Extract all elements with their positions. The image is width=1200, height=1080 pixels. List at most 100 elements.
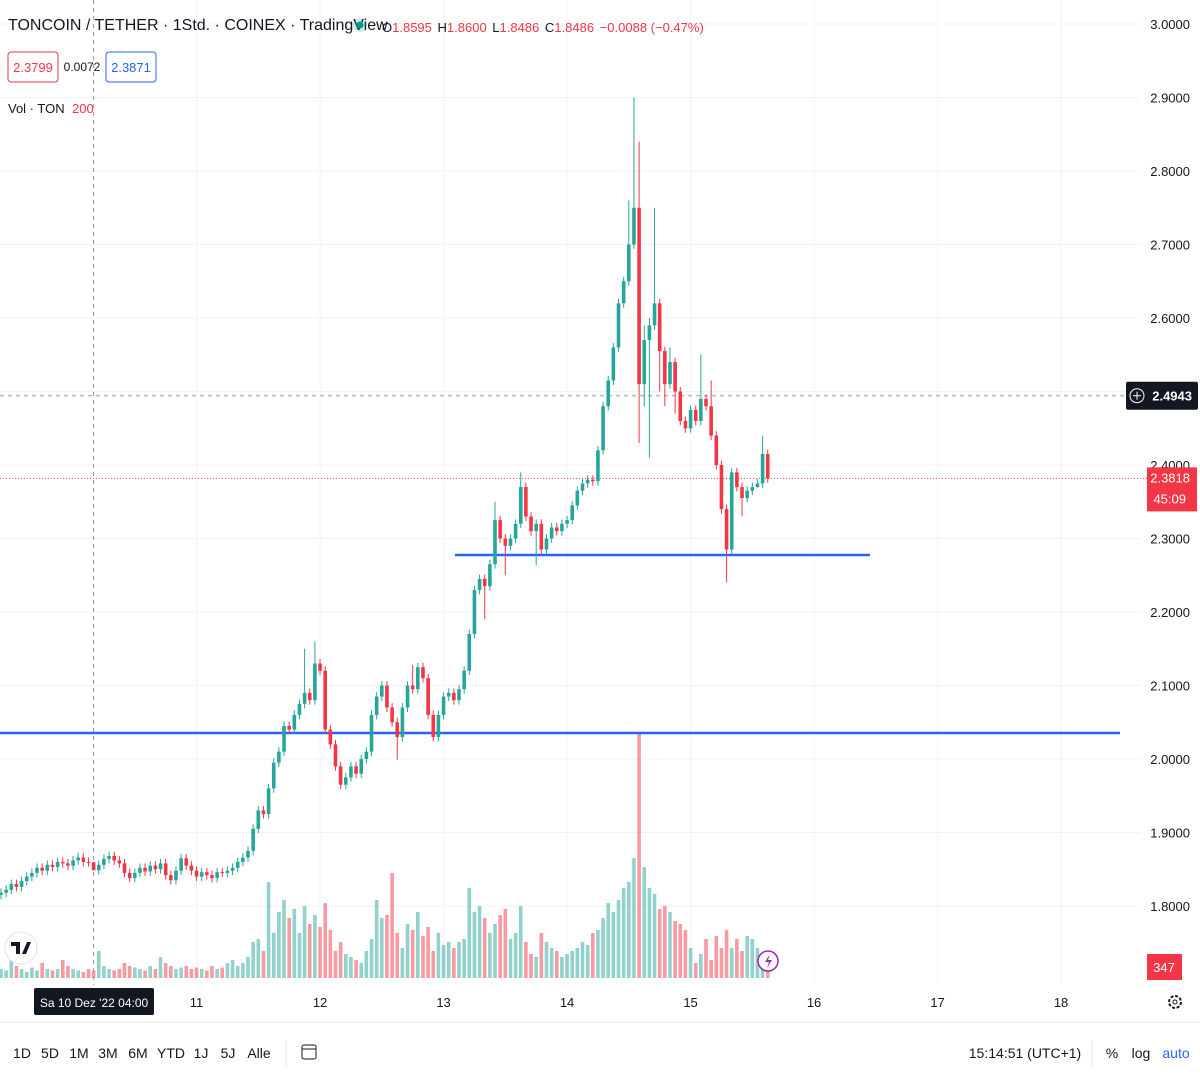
volume-bar xyxy=(205,970,209,978)
drawings xyxy=(0,0,1148,985)
volume-bar xyxy=(637,732,641,978)
volume-bar xyxy=(230,960,235,978)
volume-bar xyxy=(359,963,364,978)
candle-body xyxy=(246,850,250,858)
range-button[interactable]: Alle xyxy=(247,1045,271,1061)
volume-bar xyxy=(477,906,482,978)
volume-bar xyxy=(529,954,533,978)
volume-bar xyxy=(343,954,348,978)
range-button[interactable]: 1D xyxy=(13,1045,31,1061)
candle-body xyxy=(271,762,276,789)
candle-body xyxy=(292,714,297,730)
candle-body xyxy=(96,864,101,871)
candle-body xyxy=(122,863,127,873)
lightning-icon[interactable] xyxy=(757,950,779,972)
x-tick-label: 12 xyxy=(313,995,327,1010)
y-tick-label: 2.9000 xyxy=(1150,91,1190,106)
candle-body xyxy=(50,864,55,868)
candle-body xyxy=(750,487,755,491)
volume-bar xyxy=(163,963,168,978)
x-tick-label: 17 xyxy=(930,995,944,1010)
y-tick-label: 2.7000 xyxy=(1150,238,1190,253)
range-button[interactable]: YTD xyxy=(157,1045,185,1061)
volume-bar xyxy=(107,969,111,978)
range-button[interactable]: 1J xyxy=(194,1045,209,1061)
candle-body xyxy=(745,490,749,499)
candle-body xyxy=(441,696,446,715)
volume-bar xyxy=(544,942,549,978)
candle-body xyxy=(714,435,719,466)
settings-icon[interactable] xyxy=(1168,995,1182,1009)
crosshair-time-box xyxy=(34,988,154,1015)
candle-body xyxy=(19,881,24,887)
candle-body xyxy=(410,685,415,690)
volume-bar xyxy=(256,939,261,978)
ask-box[interactable] xyxy=(105,51,157,83)
candle-body xyxy=(313,663,317,701)
volume-bar xyxy=(302,906,307,978)
volume-bar xyxy=(745,936,749,978)
volume-bar xyxy=(122,963,127,978)
candle-body xyxy=(364,751,369,759)
x-tick-label: 14 xyxy=(560,995,574,1010)
candle-body xyxy=(60,861,65,864)
add-alert-plus xyxy=(1133,391,1141,400)
candle-body xyxy=(349,766,353,778)
candle-body xyxy=(570,505,575,521)
volume-bar xyxy=(158,957,163,978)
scale-option[interactable]: auto xyxy=(1162,1045,1189,1061)
grid xyxy=(0,0,1140,985)
volume-bar xyxy=(323,903,327,978)
volume-bar xyxy=(220,967,225,978)
candle-body xyxy=(307,692,312,701)
volume-bar xyxy=(467,888,472,978)
volume-bar xyxy=(565,954,569,978)
range-button[interactable]: 5D xyxy=(41,1045,59,1061)
y-tick-label: 2.3000 xyxy=(1150,532,1190,547)
candle-body xyxy=(508,538,513,546)
y-tick-label: 2.2000 xyxy=(1150,605,1190,620)
range-button[interactable]: 1M xyxy=(69,1045,88,1061)
candle-body xyxy=(488,564,492,587)
volume-bar xyxy=(210,966,214,978)
candle-body xyxy=(210,875,214,879)
scale-option[interactable]: log xyxy=(1132,1045,1151,1061)
volume-bar xyxy=(199,969,204,978)
volume-bar xyxy=(71,969,75,978)
range-button[interactable]: 5J xyxy=(221,1045,236,1061)
scale-option[interactable]: % xyxy=(1106,1045,1118,1061)
x-tick-label: 16 xyxy=(807,995,821,1010)
volume-bar xyxy=(498,915,502,978)
volume-bar xyxy=(0,969,3,978)
volume-bar xyxy=(66,966,70,978)
status-dot xyxy=(356,21,364,29)
add-alert-icon[interactable] xyxy=(1129,388,1145,404)
date-range-icon[interactable] xyxy=(301,1044,317,1060)
candle-body xyxy=(539,523,544,550)
candle-body xyxy=(205,872,209,876)
volume-bar xyxy=(621,888,626,978)
volume-bar xyxy=(385,915,389,978)
range-button[interactable]: 6M xyxy=(128,1045,147,1061)
candle-body xyxy=(132,872,137,879)
candle-body xyxy=(35,867,39,873)
x-tick-label: 11 xyxy=(190,995,204,1010)
volume-bar xyxy=(91,970,96,978)
candle-body xyxy=(719,465,724,510)
bid-box[interactable] xyxy=(7,51,59,83)
ohlc-key: O xyxy=(382,20,392,35)
candle-body xyxy=(632,207,636,245)
volume-bar xyxy=(24,972,29,978)
volume-bar xyxy=(19,969,24,978)
volume-bar xyxy=(632,858,636,978)
tv-logo[interactable] xyxy=(4,931,38,965)
volume-bar xyxy=(657,909,662,978)
volume-bar xyxy=(117,969,122,978)
volume-bar xyxy=(601,918,605,978)
symbol-title[interactable]: TONCOIN / TETHER · 1Std. · COINEX · Trad… xyxy=(8,17,388,34)
range-button[interactable]: 3M xyxy=(98,1045,117,1061)
volume-bar xyxy=(508,939,513,978)
candle-body xyxy=(683,420,688,429)
candle-body xyxy=(148,865,153,872)
